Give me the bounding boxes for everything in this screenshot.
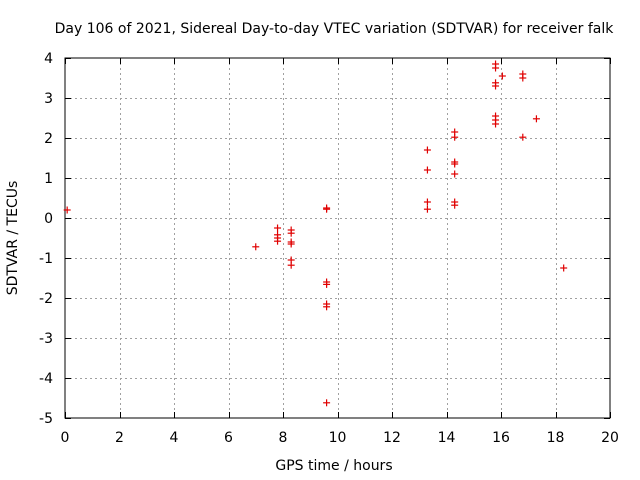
data-point xyxy=(519,74,527,82)
data-point xyxy=(323,303,331,311)
data-point xyxy=(423,198,431,206)
data-point xyxy=(274,237,282,245)
data-point xyxy=(323,399,331,407)
data-point xyxy=(323,280,331,288)
data-point xyxy=(560,264,568,272)
data-point xyxy=(323,205,331,213)
y-tick-label: 0 xyxy=(44,211,53,227)
data-point xyxy=(287,240,295,248)
y-tick-label: -2 xyxy=(39,291,53,307)
y-tick-label: 2 xyxy=(44,131,53,147)
data-point xyxy=(274,224,282,232)
data-point xyxy=(423,205,431,213)
y-tick-label: -3 xyxy=(39,331,53,347)
data-point xyxy=(423,166,431,174)
chart-title: Day 106 of 2021, Sidereal Day-to-day VTE… xyxy=(55,21,615,37)
data-point xyxy=(451,201,459,209)
x-axis-label: GPS time / hours xyxy=(275,458,392,474)
x-tick-label: 20 xyxy=(601,430,619,446)
data-point xyxy=(519,133,527,141)
x-tick-label: 10 xyxy=(329,430,347,446)
x-tick-label: 12 xyxy=(383,430,401,446)
y-tick-label: 3 xyxy=(44,91,53,107)
data-point xyxy=(451,170,459,178)
x-tick-label: 2 xyxy=(115,430,124,446)
data-point xyxy=(492,120,500,128)
data-point xyxy=(492,82,500,90)
x-tick-label: 8 xyxy=(279,430,288,446)
y-tick-label: -4 xyxy=(39,371,53,387)
x-tick-label: 16 xyxy=(492,430,510,446)
data-point xyxy=(498,72,506,80)
y-tick-label: 1 xyxy=(44,171,53,187)
data-point xyxy=(423,146,431,154)
x-tick-label: 4 xyxy=(170,430,179,446)
y-tick-label: 4 xyxy=(44,51,53,67)
data-point xyxy=(287,261,295,269)
x-tick-label: 0 xyxy=(61,430,70,446)
y-tick-label: -1 xyxy=(39,251,53,267)
axis-ticks xyxy=(65,58,611,419)
data-point xyxy=(63,206,71,214)
y-tick-label: -5 xyxy=(39,411,53,427)
y-axis-label: SDTVAR / TECUs xyxy=(5,181,21,296)
x-tick-label: 6 xyxy=(224,430,233,446)
data-point xyxy=(287,229,295,237)
data-point xyxy=(532,115,540,123)
data-point xyxy=(451,160,459,168)
data-points xyxy=(63,60,568,407)
data-point xyxy=(252,243,260,251)
gridlines xyxy=(65,58,610,418)
data-point xyxy=(451,133,459,141)
data-point xyxy=(492,64,500,72)
x-tick-label: 14 xyxy=(438,430,456,446)
plot-frame xyxy=(64,57,611,419)
x-tick-label: 18 xyxy=(547,430,565,446)
